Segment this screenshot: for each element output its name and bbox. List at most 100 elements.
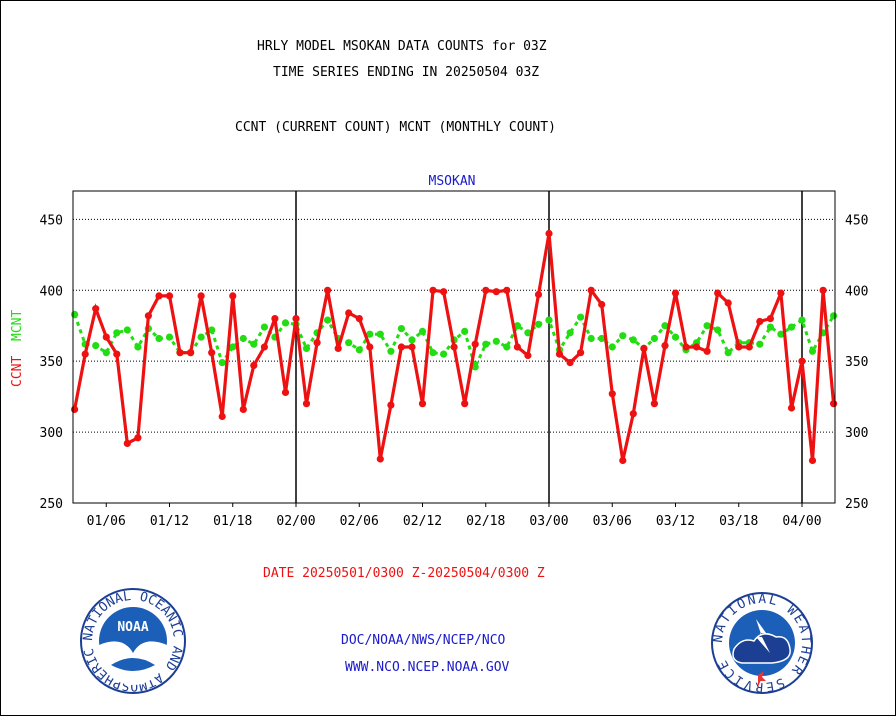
x-tick-label: 02/06 [340, 514, 379, 529]
data-point [165, 333, 174, 341]
ccnt-series [71, 229, 838, 465]
x-tick-labels: 01/06 01/12 01/18 02/00 02/06 02/12 02/18 03/00… [87, 503, 822, 529]
data-point [682, 343, 690, 351]
data-point [281, 388, 290, 396]
data-point [650, 400, 659, 408]
data-point [355, 315, 363, 323]
data-point [671, 289, 680, 297]
data-point [387, 401, 395, 409]
data-point [766, 315, 775, 323]
data-point [830, 312, 838, 320]
data-point [766, 323, 775, 331]
data-point [218, 359, 226, 367]
x-tick-label: 01/18 [213, 514, 252, 529]
data-point [629, 336, 637, 344]
data-point [513, 322, 522, 330]
x-tick-label: 01/12 [150, 514, 189, 529]
data-point [229, 343, 237, 351]
data-point [724, 299, 732, 307]
data-point [608, 390, 616, 398]
y-tick-label-left: 400 [40, 284, 63, 299]
x-tick-label: 01/06 [87, 514, 126, 529]
data-point [218, 412, 226, 421]
data-point [492, 288, 500, 296]
data-point [566, 329, 574, 337]
data-point [376, 455, 384, 463]
data-point [482, 286, 490, 294]
data-point [313, 339, 321, 347]
data-point [671, 333, 680, 341]
y-tick-label-left: 350 [40, 355, 63, 370]
data-point [92, 305, 100, 313]
data-point [524, 351, 532, 360]
data-point [208, 349, 216, 357]
data-point [250, 361, 258, 369]
data-point [703, 322, 711, 330]
data-point [534, 320, 543, 328]
panel-title: MSOKAN [429, 174, 476, 189]
data-point [524, 329, 532, 337]
data-point [144, 312, 152, 320]
data-point [134, 434, 142, 442]
x-tick-label: 03/00 [529, 514, 568, 529]
data-point [292, 315, 300, 323]
chart-title-line1: HRLY MODEL MSOKAN DATA COUNTS for 03Z [257, 39, 547, 54]
data-point [513, 343, 522, 351]
x-tick-label: 02/18 [466, 514, 505, 529]
data-point [355, 346, 363, 354]
data-point [640, 344, 648, 352]
data-point [819, 286, 827, 294]
x-tick-label: 04/00 [782, 514, 821, 529]
data-point [134, 343, 142, 351]
x-tick-label: 03/12 [656, 514, 695, 529]
chart-subtitle: CCNT (CURRENT COUNT) MCNT (MONTHLY COUNT… [235, 120, 556, 135]
data-point [418, 327, 427, 335]
data-point [482, 340, 490, 348]
noaa-logo: NATIONAL OCEANIC AND ATMOSPHERIC ADMINIS… [80, 588, 186, 694]
data-point [429, 286, 437, 294]
data-point [787, 323, 796, 331]
data-point [208, 326, 216, 334]
data-point [735, 343, 743, 351]
data-point [566, 359, 574, 367]
data-point [661, 322, 669, 330]
x-tick-label: 02/12 [403, 514, 442, 529]
y-tick-label-left: 250 [40, 497, 63, 512]
url-link[interactable]: WWW.NCO.NCEP.NOAA.GOV [345, 660, 510, 675]
data-point [71, 405, 79, 413]
noaa-logo-text: NOAA [117, 620, 148, 635]
data-point [440, 288, 448, 296]
data-point [545, 229, 553, 238]
data-point [598, 334, 606, 343]
x-tick-label: 02/00 [276, 514, 315, 529]
data-point [239, 405, 247, 413]
date-range-label: DATE 20250501/0300 Z-20250504/0300 Z [263, 566, 545, 581]
data-point [619, 332, 627, 340]
data-point [830, 400, 838, 408]
y-tick-label-right: 250 [845, 497, 868, 512]
data-point [376, 330, 384, 338]
x-tick-label: 03/06 [593, 514, 632, 529]
data-point [503, 286, 511, 294]
data-point [239, 334, 247, 343]
data-point [408, 343, 416, 351]
y-tick-label-right: 350 [845, 355, 868, 370]
data-point [577, 313, 585, 321]
y-tick-label-right: 450 [845, 213, 868, 228]
data-point [555, 350, 564, 358]
data-point [302, 400, 311, 408]
chart-title-line2: TIME SERIES ENDING IN 20250504 03Z [273, 65, 540, 80]
data-point [250, 340, 258, 348]
data-point [197, 292, 205, 300]
data-point [123, 439, 131, 447]
y-axis-label-mcnt: MCNT [10, 310, 25, 341]
data-point [397, 343, 405, 351]
org-label: DOC/NOAA/NWS/NCEP/NCO [341, 633, 506, 648]
data-point [440, 350, 448, 358]
data-point [102, 349, 110, 357]
y-tick-label-left: 300 [40, 426, 63, 441]
data-point [461, 400, 469, 408]
data-point [92, 342, 100, 350]
data-point [703, 347, 711, 355]
